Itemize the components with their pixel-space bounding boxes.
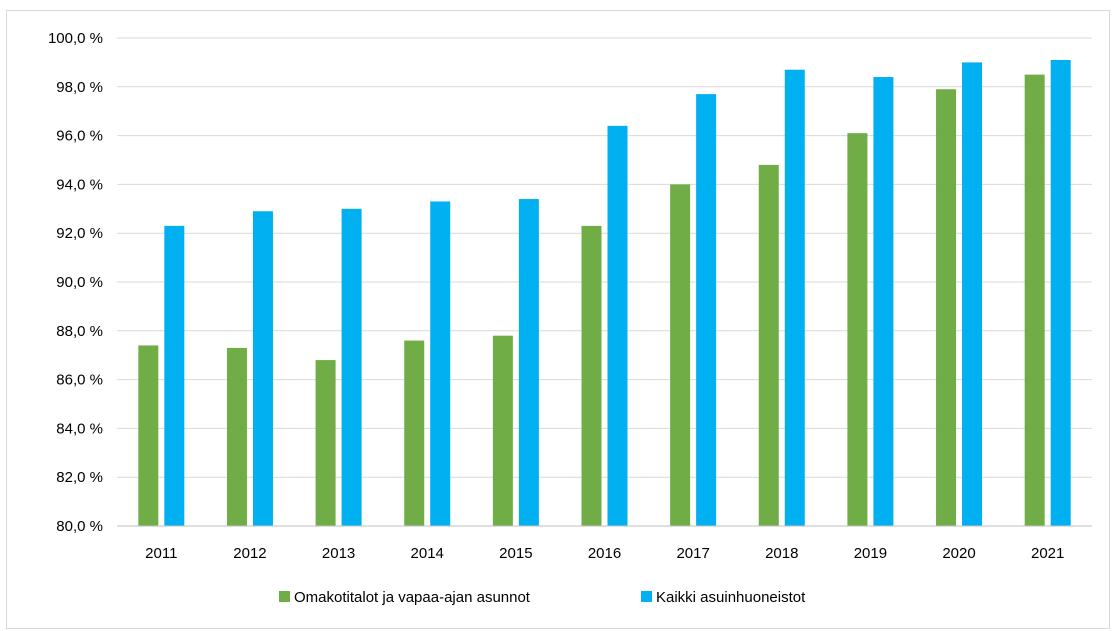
legend-label-kaikki: Kaikki asuinhuoneistot xyxy=(656,589,806,606)
x-tick-label: 2013 xyxy=(322,545,355,562)
y-tick-label: 86,0 % xyxy=(56,372,103,389)
bar-kaikki-2020 xyxy=(962,62,982,526)
bars xyxy=(138,60,1070,526)
x-tick-label: 2018 xyxy=(765,545,798,562)
y-tick-label: 92,0 % xyxy=(56,225,103,242)
bar-kaikki-2018 xyxy=(785,70,805,526)
bar-omakotitalot-2014 xyxy=(404,341,424,526)
bar-kaikki-2012 xyxy=(253,211,273,526)
x-tick-label: 2012 xyxy=(233,545,266,562)
y-tick-label: 90,0 % xyxy=(56,274,103,291)
legend-swatch-kaikki xyxy=(641,591,652,602)
y-tick-label: 84,0 % xyxy=(56,420,103,437)
y-tick-label: 80,0 % xyxy=(56,518,103,535)
bar-omakotitalot-2012 xyxy=(227,348,247,526)
x-tick-label: 2014 xyxy=(411,545,444,562)
bar-kaikki-2021 xyxy=(1051,60,1071,526)
bar-omakotitalot-2013 xyxy=(316,360,336,526)
y-tick-label: 94,0 % xyxy=(56,176,103,193)
y-axis-ticks: 80,0 % 82,0 % 84,0 % 86,0 % 88,0 % 90,0 % 92,0… xyxy=(48,30,103,535)
bar-omakotitalot-2021 xyxy=(1025,75,1045,526)
x-tick-label: 2020 xyxy=(942,545,975,562)
bar-omakotitalot-2017 xyxy=(670,184,690,526)
x-tick-label: 2015 xyxy=(499,545,532,562)
bar-kaikki-2015 xyxy=(519,199,539,526)
bar-kaikki-2019 xyxy=(873,77,893,526)
y-tick-label: 82,0 % xyxy=(56,469,103,486)
x-tick-label: 2021 xyxy=(1031,545,1064,562)
legend: Omakotitalot ja vapaa-ajan asunnot Kaikk… xyxy=(279,589,806,606)
bar-omakotitalot-2016 xyxy=(582,226,602,526)
bar-kaikki-2014 xyxy=(430,201,450,526)
bar-omakotitalot-2018 xyxy=(759,165,779,526)
bar-kaikki-2011 xyxy=(164,226,184,526)
bar-kaikki-2013 xyxy=(342,209,362,526)
bar-omakotitalot-2020 xyxy=(936,89,956,526)
bar-omakotitalot-2015 xyxy=(493,336,513,526)
y-tick-label: 98,0 % xyxy=(56,79,103,96)
y-tick-label: 100,0 % xyxy=(48,30,103,47)
legend-swatch-omakotitalot xyxy=(279,591,290,602)
y-tick-label: 88,0 % xyxy=(56,323,103,340)
legend-label-omakotitalot: Omakotitalot ja vapaa-ajan asunnot xyxy=(294,589,531,606)
x-tick-label: 2017 xyxy=(676,545,709,562)
y-tick-label: 96,0 % xyxy=(56,128,103,145)
bar-omakotitalot-2019 xyxy=(847,133,867,526)
bar-kaikki-2016 xyxy=(608,126,628,526)
x-tick-label: 2019 xyxy=(854,545,887,562)
x-axis-ticks: 2011 2012 2013 2014 2015 2016 2017 2018 2019 2020… xyxy=(145,545,1064,562)
bar-omakotitalot-2011 xyxy=(138,345,158,526)
x-tick-label: 2011 xyxy=(145,545,177,562)
bar-kaikki-2017 xyxy=(696,94,716,526)
x-tick-label: 2016 xyxy=(588,545,621,562)
